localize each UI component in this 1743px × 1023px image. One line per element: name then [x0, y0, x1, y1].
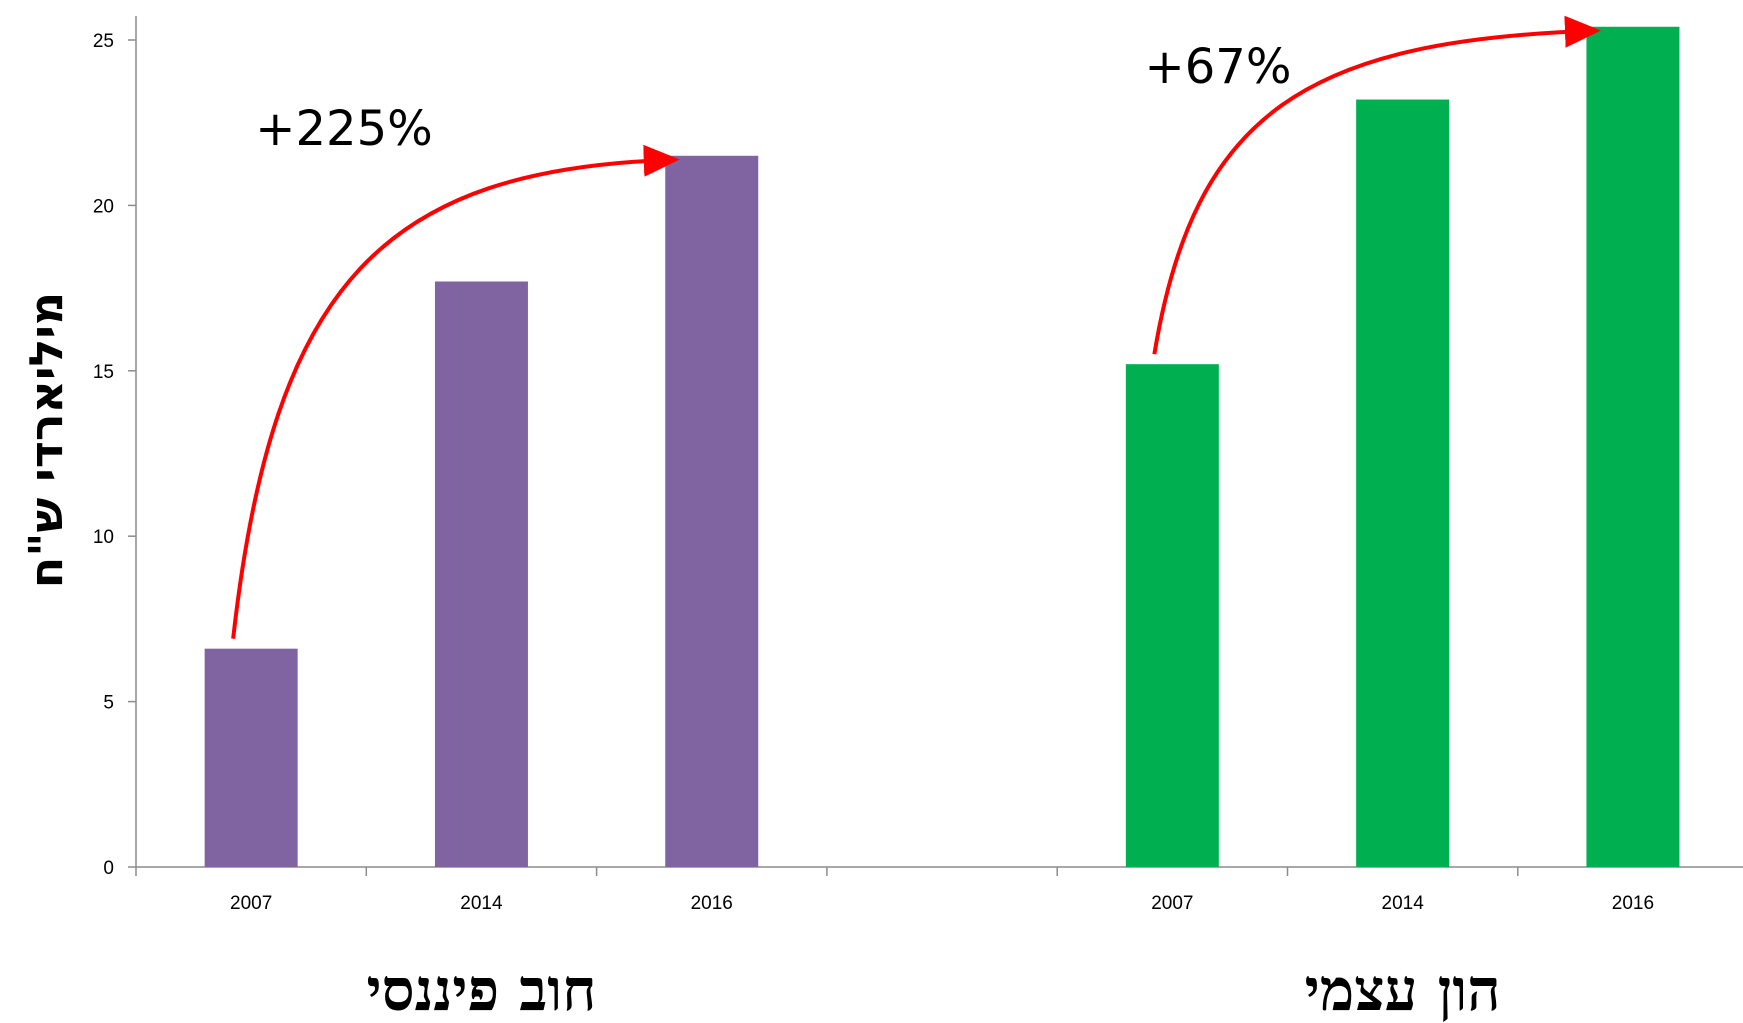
growth-arrow — [1152, 15, 1601, 355]
bar-1-0 — [1125, 364, 1219, 867]
x-axis: 2007 2014 2016 2007 2014 2016 — [135, 866, 1743, 914]
y-tick-label: 10 — [93, 527, 114, 548]
y-tick-label: 5 — [103, 693, 114, 714]
x-tick-label: 2014 — [460, 893, 503, 914]
y-tick-label: 0 — [103, 858, 114, 879]
growth-arrows — [231, 15, 1601, 639]
bar-0-2 — [665, 155, 759, 867]
x-tick-label: 2016 — [691, 893, 733, 914]
y-tick-label: 25 — [93, 31, 114, 52]
group-label: הון עצמי — [1305, 956, 1501, 1023]
bar-0-0 — [204, 648, 298, 867]
growth-annotation: +225% — [255, 101, 432, 157]
bar-1-1 — [1356, 99, 1450, 867]
bars — [204, 26, 1680, 867]
x-tick-label: 2014 — [1382, 893, 1425, 914]
y-axis-label: מיליארדי ש"ח — [19, 292, 73, 588]
y-tick-label: 15 — [93, 362, 114, 383]
x-tick-label: 2007 — [1151, 893, 1193, 914]
bar-1-2 — [1586, 26, 1680, 867]
x-tick-label: 2016 — [1612, 893, 1654, 914]
growth-annotation: +67% — [1145, 39, 1292, 95]
x-tick-label: 2007 — [230, 893, 272, 914]
labels: חוב פיננסי +225% הון עצמי +67% — [255, 39, 1500, 1023]
growth-arrow — [231, 144, 680, 639]
y-axis: 0 5 10 15 20 25 — [93, 16, 137, 879]
bar-0-1 — [434, 281, 528, 867]
y-tick-label: 20 — [93, 196, 114, 217]
group-label: חוב פיננסי — [366, 956, 596, 1023]
